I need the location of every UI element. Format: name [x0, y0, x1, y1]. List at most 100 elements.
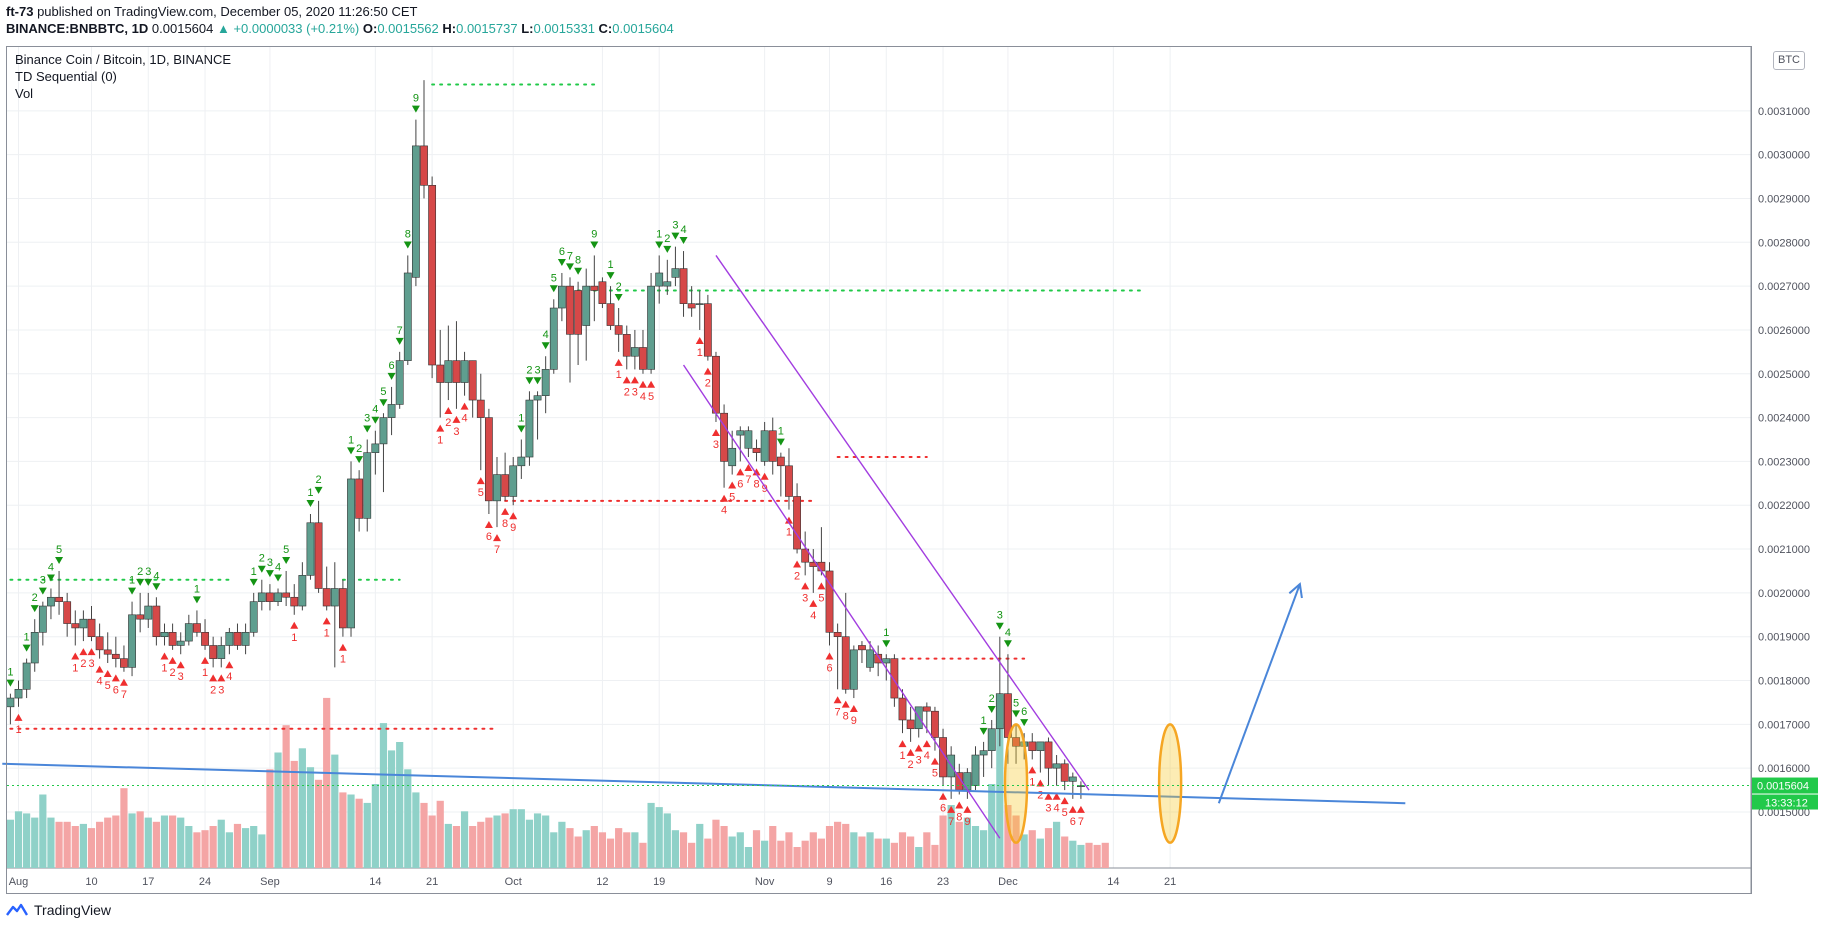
- volume-bar: [582, 830, 590, 868]
- td-sell-count: 5: [283, 544, 289, 556]
- volume-bar: [963, 817, 971, 868]
- volume-bar: [947, 805, 955, 868]
- highlight-ellipse: [1157, 723, 1183, 844]
- volume-bar: [444, 823, 452, 868]
- td-buy-triangle: [1036, 779, 1045, 787]
- td-sell-count: 1: [348, 434, 354, 446]
- candle-down: [639, 347, 647, 370]
- indicator-legend[interactable]: TD Sequential (0): [15, 69, 117, 84]
- td-buy-count: 5: [105, 680, 111, 692]
- trendline-channel-upper: [715, 255, 1090, 791]
- td-sell-count: 8: [405, 228, 411, 240]
- tradingview-branding[interactable]: TradingView: [6, 902, 111, 918]
- td-buy-count: 1: [786, 527, 792, 539]
- td-buy-count: 3: [916, 755, 922, 767]
- currency-badge[interactable]: BTC: [1773, 51, 1805, 70]
- volume-bar: [907, 836, 915, 868]
- candle-up: [225, 632, 234, 646]
- volume-bar: [1069, 840, 1077, 868]
- candle-down: [703, 303, 712, 357]
- volume-bar: [477, 821, 485, 868]
- volume-bar: [225, 832, 233, 868]
- td-buy-triangle: [825, 652, 834, 660]
- volume-bar: [866, 832, 874, 868]
- change-value: ▲ +0.0000033 (+0.21%): [216, 21, 360, 36]
- volume-legend[interactable]: Vol: [15, 86, 34, 101]
- candle-up: [533, 395, 542, 401]
- x-tick-label: Aug: [9, 876, 29, 888]
- td-buy-triangle: [752, 468, 761, 476]
- td-buy-triangle: [322, 617, 331, 625]
- open-label: O:: [362, 21, 378, 36]
- td-sell-count: 1: [7, 667, 13, 679]
- candle-down: [428, 185, 437, 366]
- td-sell-triangle: [663, 245, 672, 253]
- volume-bar: [971, 826, 980, 868]
- y-tick-label: 0.0031000: [1758, 106, 1810, 118]
- trendline-support: [2, 762, 1406, 805]
- td-buy-triangle: [849, 705, 858, 713]
- low-label: L:: [521, 21, 534, 36]
- volume-bar: [436, 800, 444, 868]
- volume-bar: [671, 830, 680, 868]
- td-sell-count: 1: [307, 487, 313, 499]
- volume-bar: [152, 821, 160, 868]
- td-buy-triangle: [760, 472, 769, 480]
- candle-down: [801, 548, 810, 563]
- td-buy-count: 5: [478, 487, 484, 499]
- candle-down: [468, 360, 477, 401]
- volume-bar: [801, 840, 809, 868]
- candle-down: [314, 522, 323, 589]
- td-sell-count: 1: [194, 583, 200, 595]
- td-buy-count: 1: [697, 347, 703, 359]
- td-buy-count: 2: [794, 570, 800, 582]
- candle-down: [476, 399, 485, 418]
- author-name[interactable]: ft-73: [6, 4, 34, 19]
- volume-bar: [655, 807, 663, 868]
- td-buy-count: 1: [899, 750, 905, 762]
- td-buy-triangle: [509, 512, 518, 520]
- volume-bar: [177, 817, 185, 868]
- volume-bar: [1061, 836, 1069, 868]
- candle-down: [1060, 763, 1069, 782]
- td-buy-triangle: [290, 621, 299, 629]
- td-buy-count: 1: [161, 662, 167, 674]
- candle-up: [979, 750, 988, 756]
- td-buy-triangle: [201, 656, 210, 664]
- candle-up: [184, 623, 193, 642]
- candle-up: [330, 588, 339, 607]
- candle-down: [193, 623, 201, 633]
- volume-bar: [420, 802, 428, 868]
- y-tick-label: 0.0020000: [1758, 588, 1810, 600]
- volume-bar: [834, 821, 842, 868]
- volume-bar: [1093, 844, 1101, 868]
- td-buy-triangle: [914, 744, 923, 752]
- candle-down: [939, 737, 947, 778]
- candle-down: [614, 325, 623, 335]
- volume-bar: [744, 847, 753, 868]
- td-buy-triangle: [947, 805, 956, 813]
- volume-bar: [558, 821, 566, 868]
- td-sell-count: 7: [397, 325, 403, 337]
- volume-bar: [282, 725, 290, 868]
- td-buy-count: 6: [940, 803, 946, 815]
- volume-bar: [185, 826, 193, 868]
- td-buy-triangle: [955, 801, 964, 809]
- candle-down: [841, 636, 850, 690]
- td-buy-count: 7: [835, 706, 841, 718]
- candle-up: [1077, 785, 1085, 788]
- symbol-legend[interactable]: Binance Coin / Bitcoin, 1D, BINANCE: [15, 52, 232, 67]
- volume-bar: [915, 847, 923, 868]
- td-sell-triangle: [679, 237, 688, 245]
- candle-down: [922, 706, 931, 712]
- td-buy-count: 8: [502, 518, 508, 530]
- td-buy-triangle: [630, 376, 639, 384]
- volume-bar: [31, 817, 39, 868]
- td-sell-count: 3: [40, 575, 46, 587]
- td-sell-triangle: [411, 105, 420, 113]
- td-buy-triangle: [71, 652, 80, 660]
- volume-bar: [469, 826, 477, 868]
- td-sell-triangle: [30, 605, 39, 613]
